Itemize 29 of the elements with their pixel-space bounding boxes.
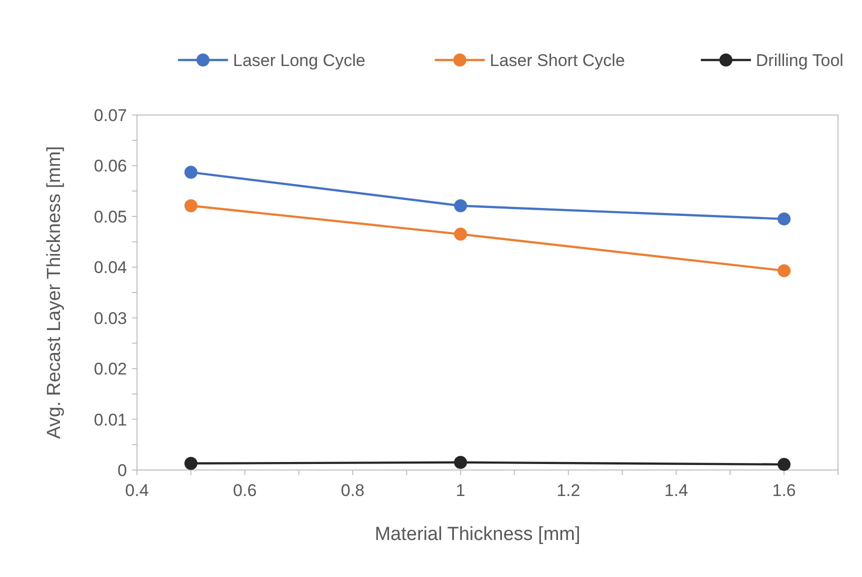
legend-label: Laser Long Cycle (233, 51, 366, 70)
point (778, 458, 791, 471)
x-tick-label: 1.4 (664, 481, 688, 500)
y-tick-label: 0.04 (94, 258, 127, 278)
y-tick-label: 0.05 (94, 207, 127, 226)
point (454, 199, 468, 212)
point (184, 166, 198, 179)
y-tick-label: 0.03 (94, 308, 127, 328)
x-tick-label: 1.6 (772, 481, 796, 500)
y-tick-label: 0.07 (94, 106, 127, 125)
y-tick-label: 0.06 (94, 156, 127, 176)
x-axis-title: Material Thickness [mm] (374, 524, 580, 545)
x-tick-label: 1.2 (556, 481, 580, 500)
x-tick-label: 0.8 (340, 481, 365, 500)
point (184, 199, 198, 212)
y-tick-label: 0.02 (94, 360, 127, 379)
y-tick-label: 0 (118, 461, 127, 480)
x-tick-label: 0.6 (233, 481, 257, 500)
point (778, 264, 791, 278)
point (184, 456, 198, 470)
x-tick-label: 0.4 (125, 481, 149, 500)
point (454, 456, 468, 469)
y-tick-label: 0.01 (94, 410, 127, 430)
x-tick-label: 1 (456, 481, 466, 500)
point (454, 228, 468, 241)
legend-label: Laser Short Cycle (490, 51, 625, 70)
point (778, 212, 791, 226)
y-axis-title: Avg. Recast Layer Thickness [mm] (44, 146, 65, 439)
legend-label: Drilling Tool (756, 51, 844, 70)
